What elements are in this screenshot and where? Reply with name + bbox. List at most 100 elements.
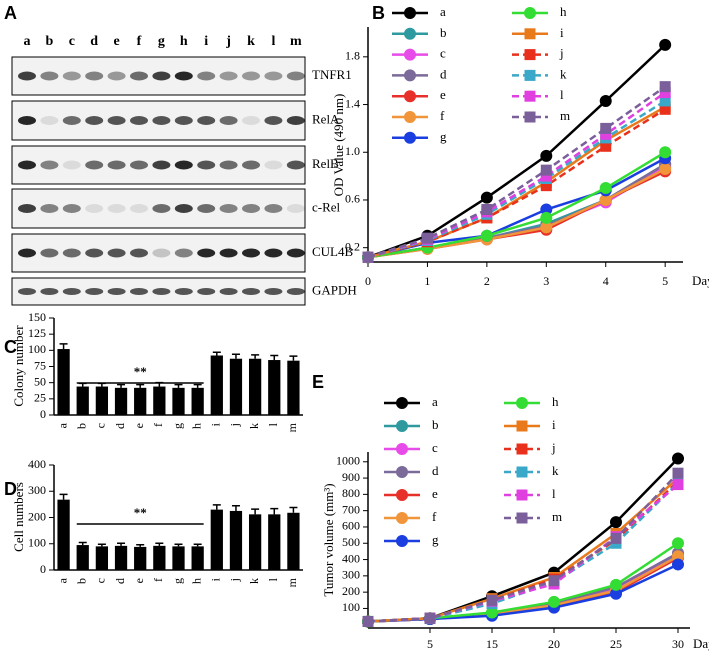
blot-band [219,160,238,170]
legend-label: l [552,486,556,501]
blot-band [62,288,81,295]
bar [153,386,166,415]
bar [172,546,185,570]
blot-band [264,160,283,170]
blot-band [18,116,36,125]
marker [480,229,493,242]
blot-band [174,248,193,258]
y-tick-label: 25 [34,391,46,405]
marker [672,537,684,550]
blot-band [242,160,260,170]
x-tick-label: 2 [484,274,490,288]
lane-label: d [90,34,98,49]
error-bar [289,506,298,513]
y-axis-label: Cell numbers [11,482,26,552]
error-bar [174,543,183,547]
marker [600,122,612,134]
x-tick-label: l [266,577,280,581]
y-axis-label: OD Value (490 nm) [331,94,346,197]
y-tick-label: 300 [28,483,46,497]
bar [57,349,70,415]
marker [404,69,416,82]
marker [404,48,416,61]
blot-band [219,116,238,125]
marker [672,558,684,571]
y-tick-label: 300 [342,568,360,582]
error-bar [193,543,202,547]
lane-label: i [204,34,208,49]
marker [396,443,408,455]
legend-label: f [440,108,445,123]
error-bar [251,508,260,515]
legend-label: k [560,66,567,81]
marker [396,535,408,547]
series-line [367,480,679,623]
blot-band [286,160,305,170]
blot-band [152,248,171,258]
y-tick-label: 400 [28,457,46,471]
lane-label: h [180,34,188,49]
lane-label: j [225,34,231,49]
blot-band [197,116,216,125]
bar [268,514,281,570]
blot-band [40,248,59,258]
y-tick-label: 125 [28,326,46,340]
bar [287,512,300,570]
blot-band [18,248,36,258]
lane-label: c [69,34,75,49]
y-axis-label: Colony number [11,325,26,407]
legend-label: f [432,509,437,524]
error-bar [270,507,279,515]
lane-label: g [158,34,165,49]
y-tick-label: 600 [342,519,360,533]
x-tick-label: i [209,577,223,581]
y-tick-label: 200 [342,584,360,598]
series-line [367,477,679,623]
blot-band [152,71,171,81]
blot-band [85,204,104,213]
bar [114,545,128,570]
error-bar [97,382,106,387]
x-tick-label: 15 [486,637,498,651]
protein-label: TNFR1 [312,67,352,82]
x-tick-label: i [209,422,223,426]
blot-band [62,204,81,213]
blot-band [40,288,59,295]
blot-band [264,288,283,295]
marker [524,90,536,102]
blot-band [107,204,126,213]
legend-label: b [440,25,447,40]
x-tick-label: 20 [548,637,560,651]
blot-band [219,204,238,213]
protein-label: c-Rel [312,199,341,214]
marker [610,578,622,591]
marker [599,182,612,195]
blot-band [242,204,260,213]
marker [524,69,536,81]
legend-label: k [552,463,559,478]
marker [540,149,553,162]
blot-band [85,116,104,125]
error-bar [231,353,240,359]
y-tick-label: 100 [28,536,46,550]
blot-band [85,160,104,170]
blot-band [242,248,260,258]
x-tick-label: l [266,422,280,426]
lane-label: m [290,34,302,49]
marker [672,452,684,465]
panel-letter: C [4,337,17,357]
x-tick-label: a [55,422,69,428]
bar [248,358,262,415]
blot-band [62,248,81,258]
annotation: ** [134,505,147,520]
bar [76,386,89,415]
error-bar [78,541,87,546]
blot-band [130,204,148,213]
legend-label: h [560,4,567,19]
marker [486,594,498,606]
series-line [367,472,679,623]
bar [210,509,223,570]
panel-letter: B [372,3,385,23]
lane-label: b [46,34,54,49]
marker [516,420,528,432]
